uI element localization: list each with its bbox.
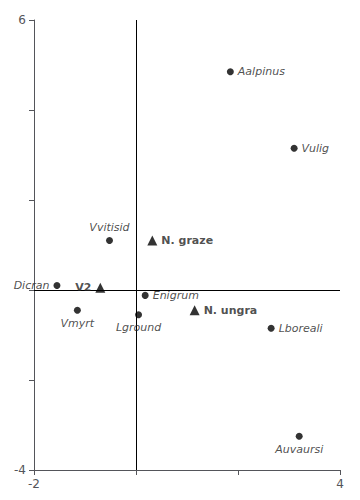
svg-text:Lboreali: Lboreali	[279, 322, 323, 335]
svg-text:Dicran: Dicran	[14, 279, 50, 292]
svg-text:Enigrum: Enigrum	[153, 289, 199, 302]
svg-text:Aalpinus: Aalpinus	[237, 65, 285, 78]
svg-text:Vmyrt: Vmyrt	[61, 317, 95, 330]
svg-text:V2: V2	[75, 281, 91, 294]
svg-text:N. ungra: N. ungra	[204, 304, 258, 317]
svg-text:6: 6	[18, 13, 26, 27]
svg-text:Auvaursi: Auvaursi	[274, 443, 323, 456]
svg-text:Lground: Lground	[116, 321, 162, 334]
svg-text:-2: -2	[28, 477, 40, 491]
svg-text:4: 4	[336, 477, 344, 491]
svg-text:N. graze: N. graze	[161, 234, 213, 247]
svg-text:Vulig: Vulig	[302, 142, 329, 155]
svg-text:-4: -4	[14, 463, 26, 477]
svg-text:Vvitisid: Vvitisid	[89, 221, 130, 234]
